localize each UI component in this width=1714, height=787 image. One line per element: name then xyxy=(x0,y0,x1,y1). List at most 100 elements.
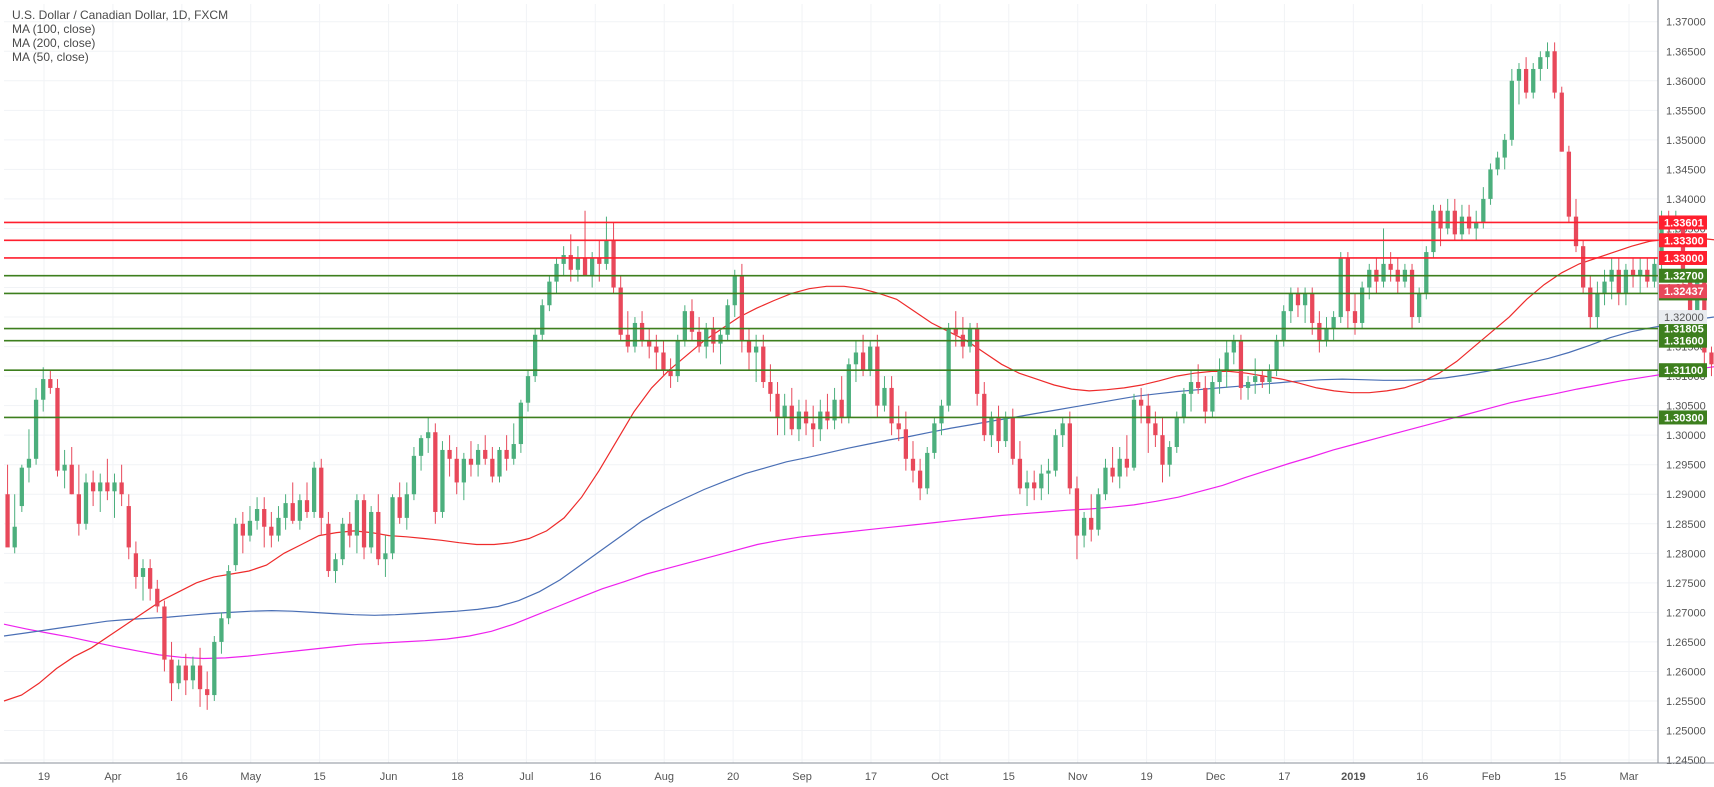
candle-body[interactable] xyxy=(262,509,267,527)
candle-body[interactable] xyxy=(190,665,196,681)
candle-body[interactable] xyxy=(1317,322,1322,341)
candle-body[interactable] xyxy=(682,311,687,341)
candle-body[interactable] xyxy=(418,438,424,456)
candle-body[interactable] xyxy=(1459,216,1465,235)
candle-body[interactable] xyxy=(953,328,958,335)
candle-body[interactable] xyxy=(675,340,680,377)
candle-body[interactable] xyxy=(483,449,488,459)
candle-body[interactable] xyxy=(917,470,923,489)
candle-body[interactable] xyxy=(90,482,96,492)
candle-body[interactable] xyxy=(1545,51,1550,58)
candle-body[interactable] xyxy=(283,503,288,518)
candle-body[interactable] xyxy=(932,423,937,453)
candle-body[interactable] xyxy=(447,449,452,459)
candle-body[interactable] xyxy=(354,500,360,536)
candle-body[interactable] xyxy=(1253,376,1258,383)
candle-body[interactable] xyxy=(825,411,830,421)
candle-body[interactable] xyxy=(475,449,481,465)
candle-body[interactable] xyxy=(1573,216,1579,247)
candle-body[interactable] xyxy=(226,571,231,619)
candle-body[interactable] xyxy=(967,328,973,347)
candle-body[interactable] xyxy=(1046,470,1051,474)
candle-body[interactable] xyxy=(1516,68,1522,81)
candle-body[interactable] xyxy=(1417,293,1422,318)
candle-body[interactable] xyxy=(1003,417,1008,442)
candle-body[interactable] xyxy=(19,467,24,507)
candle-body[interactable] xyxy=(582,257,588,276)
candle-body[interactable] xyxy=(504,449,509,459)
candle-body[interactable] xyxy=(1359,287,1365,323)
candle-body[interactable] xyxy=(1231,340,1236,353)
candle-body[interactable] xyxy=(404,494,409,518)
candle-body[interactable] xyxy=(818,411,823,430)
candle-body[interactable] xyxy=(33,399,39,459)
indicator-ma50-label[interactable]: MA (50, close) xyxy=(12,50,89,64)
candle-body[interactable] xyxy=(1196,382,1201,388)
candle-body[interactable] xyxy=(1345,257,1351,312)
candle-body[interactable] xyxy=(1124,458,1130,468)
candle-body[interactable] xyxy=(882,387,887,406)
candle-body[interactable] xyxy=(853,352,859,365)
candle-body[interactable] xyxy=(1017,458,1023,489)
candle-body[interactable] xyxy=(197,665,203,690)
candle-body[interactable] xyxy=(326,523,331,572)
candle-body[interactable] xyxy=(846,364,851,418)
candle-body[interactable] xyxy=(490,458,495,477)
candle-body[interactable] xyxy=(989,417,994,436)
candle-body[interactable] xyxy=(1630,269,1636,276)
candle-body[interactable] xyxy=(468,458,474,465)
candle-body[interactable] xyxy=(1167,446,1172,465)
candle-body[interactable] xyxy=(525,376,531,403)
candle-body[interactable] xyxy=(896,423,901,430)
candle-body[interactable] xyxy=(440,449,445,512)
candle-body[interactable] xyxy=(1623,269,1629,294)
candle-body[interactable] xyxy=(333,559,338,572)
candle-body[interactable] xyxy=(739,275,745,341)
candle-body[interactable] xyxy=(48,379,53,388)
candle-body[interactable] xyxy=(1267,370,1272,383)
candle-body[interactable] xyxy=(647,340,652,347)
candle-body[interactable] xyxy=(41,379,46,400)
candle-body[interactable] xyxy=(276,517,281,536)
candle-body[interactable] xyxy=(162,606,167,660)
ma200-line[interactable] xyxy=(3,361,1714,660)
candle-body[interactable] xyxy=(754,346,759,353)
candle-body[interactable] xyxy=(618,287,623,335)
candle-body[interactable] xyxy=(119,482,124,495)
candle-body[interactable] xyxy=(1438,210,1443,229)
candle-body[interactable] xyxy=(1074,488,1080,536)
candle-body[interactable] xyxy=(148,568,153,589)
candle-body[interactable] xyxy=(1474,222,1479,229)
candle-body[interactable] xyxy=(1210,382,1215,412)
candle-body[interactable] xyxy=(1146,405,1151,424)
candle-body[interactable] xyxy=(176,665,181,684)
candle-body[interactable] xyxy=(532,334,538,377)
candle-body[interactable] xyxy=(1238,340,1244,388)
candle-body[interactable] xyxy=(1060,423,1065,436)
candle-body[interactable] xyxy=(775,393,780,418)
candle-body[interactable] xyxy=(939,405,944,424)
candle-body[interactable] xyxy=(1153,423,1158,436)
candle-body[interactable] xyxy=(1217,370,1222,383)
candle-body[interactable] xyxy=(1174,417,1179,447)
candle-body[interactable] xyxy=(875,346,880,406)
candle-body[interactable] xyxy=(711,328,716,344)
candle-body[interactable] xyxy=(632,322,638,347)
candle-body[interactable] xyxy=(540,305,545,335)
candle-body[interactable] xyxy=(1260,376,1265,383)
candle-body[interactable] xyxy=(1103,467,1108,495)
candle-body[interactable] xyxy=(1181,393,1187,418)
candle-body[interactable] xyxy=(561,255,566,264)
candle-body[interactable] xyxy=(126,506,131,548)
candle-body[interactable] xyxy=(169,659,174,684)
candle-body[interactable] xyxy=(290,503,295,521)
candle-body[interactable] xyxy=(340,523,345,560)
candle-body[interactable] xyxy=(1352,311,1358,323)
candle-body[interactable] xyxy=(1588,287,1593,318)
candle-body[interactable] xyxy=(761,346,766,383)
candle-body[interactable] xyxy=(732,275,737,306)
candle-body[interactable] xyxy=(319,467,324,518)
candle-body[interactable] xyxy=(704,328,709,347)
candle-body[interactable] xyxy=(1381,263,1386,282)
candle-body[interactable] xyxy=(1224,352,1229,371)
